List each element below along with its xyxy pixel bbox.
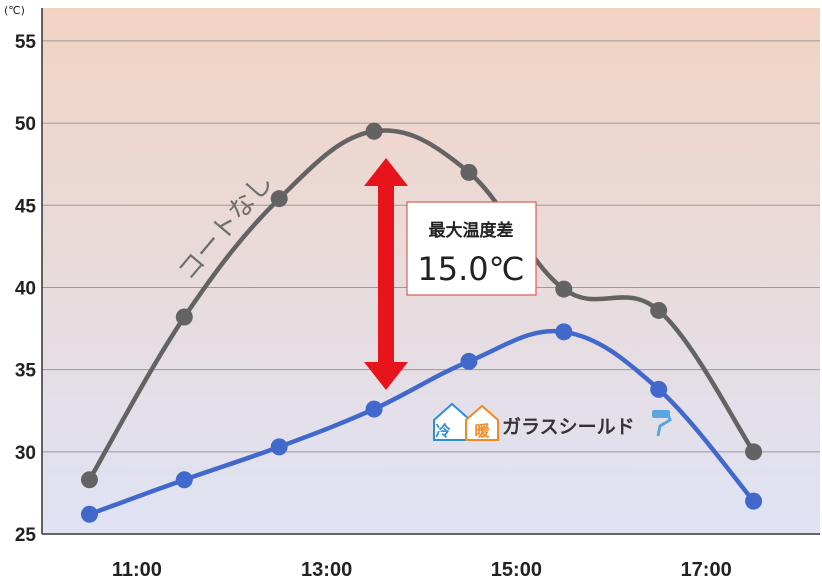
- data-point: [365, 122, 383, 140]
- data-point: [745, 443, 763, 461]
- data-point: [270, 190, 288, 208]
- data-point: [460, 163, 478, 181]
- y-tick-label: 45: [15, 196, 37, 217]
- data-point: [365, 400, 383, 418]
- brand-label: 冷 暖 ガラスシールド: [433, 402, 672, 441]
- y-tick-label: 35: [15, 361, 37, 382]
- data-point: [80, 505, 98, 523]
- y-axis-unit: (℃): [4, 4, 25, 17]
- brand-logo-char-2: 暖: [474, 422, 490, 440]
- data-point: [650, 301, 668, 319]
- y-tick-label: 25: [15, 525, 37, 546]
- house-icon-2: [465, 404, 499, 441]
- paint-roller-icon: [652, 410, 672, 437]
- y-tick-label: 30: [15, 443, 36, 464]
- arrow-head-down: [364, 362, 408, 390]
- brand-text: ガラスシールド: [502, 416, 635, 438]
- y-tick-label: 55: [15, 32, 37, 53]
- x-tick-label: 15:00: [491, 559, 542, 581]
- data-point: [80, 471, 98, 489]
- x-tick-label: 13:00: [301, 559, 352, 581]
- y-axis-ticks: 25 30 35 40 45 50 55: [15, 32, 37, 546]
- annotation-frame: [406, 201, 537, 296]
- arrow-head-up: [364, 158, 408, 186]
- annotation-box: 最大温度差 15.0℃: [406, 201, 537, 296]
- y-tick-label: 50: [15, 114, 36, 135]
- data-point: [555, 323, 573, 341]
- x-axis-ticks: 11:00 13:00 15:00 17:00: [112, 559, 732, 581]
- data-point: [270, 438, 288, 456]
- data-point: [555, 280, 573, 298]
- arrow-shaft: [378, 184, 394, 364]
- temperature-difference-arrow: [364, 158, 408, 390]
- brand-logo: 冷 暖: [433, 402, 499, 441]
- data-point: [175, 308, 193, 326]
- data-point: [460, 352, 478, 370]
- data-point: [175, 471, 193, 489]
- series-group: [80, 122, 763, 523]
- annotation-value: 15.0℃: [417, 250, 524, 288]
- y-tick-label: 40: [15, 278, 36, 299]
- annotation-title: 最大温度差: [429, 220, 514, 241]
- x-tick-label: 11:00: [112, 559, 162, 581]
- brand-logo-char-1: 冷: [435, 422, 450, 440]
- data-point: [650, 380, 668, 398]
- data-point: [745, 492, 763, 510]
- x-tick-label: 17:00: [681, 559, 732, 581]
